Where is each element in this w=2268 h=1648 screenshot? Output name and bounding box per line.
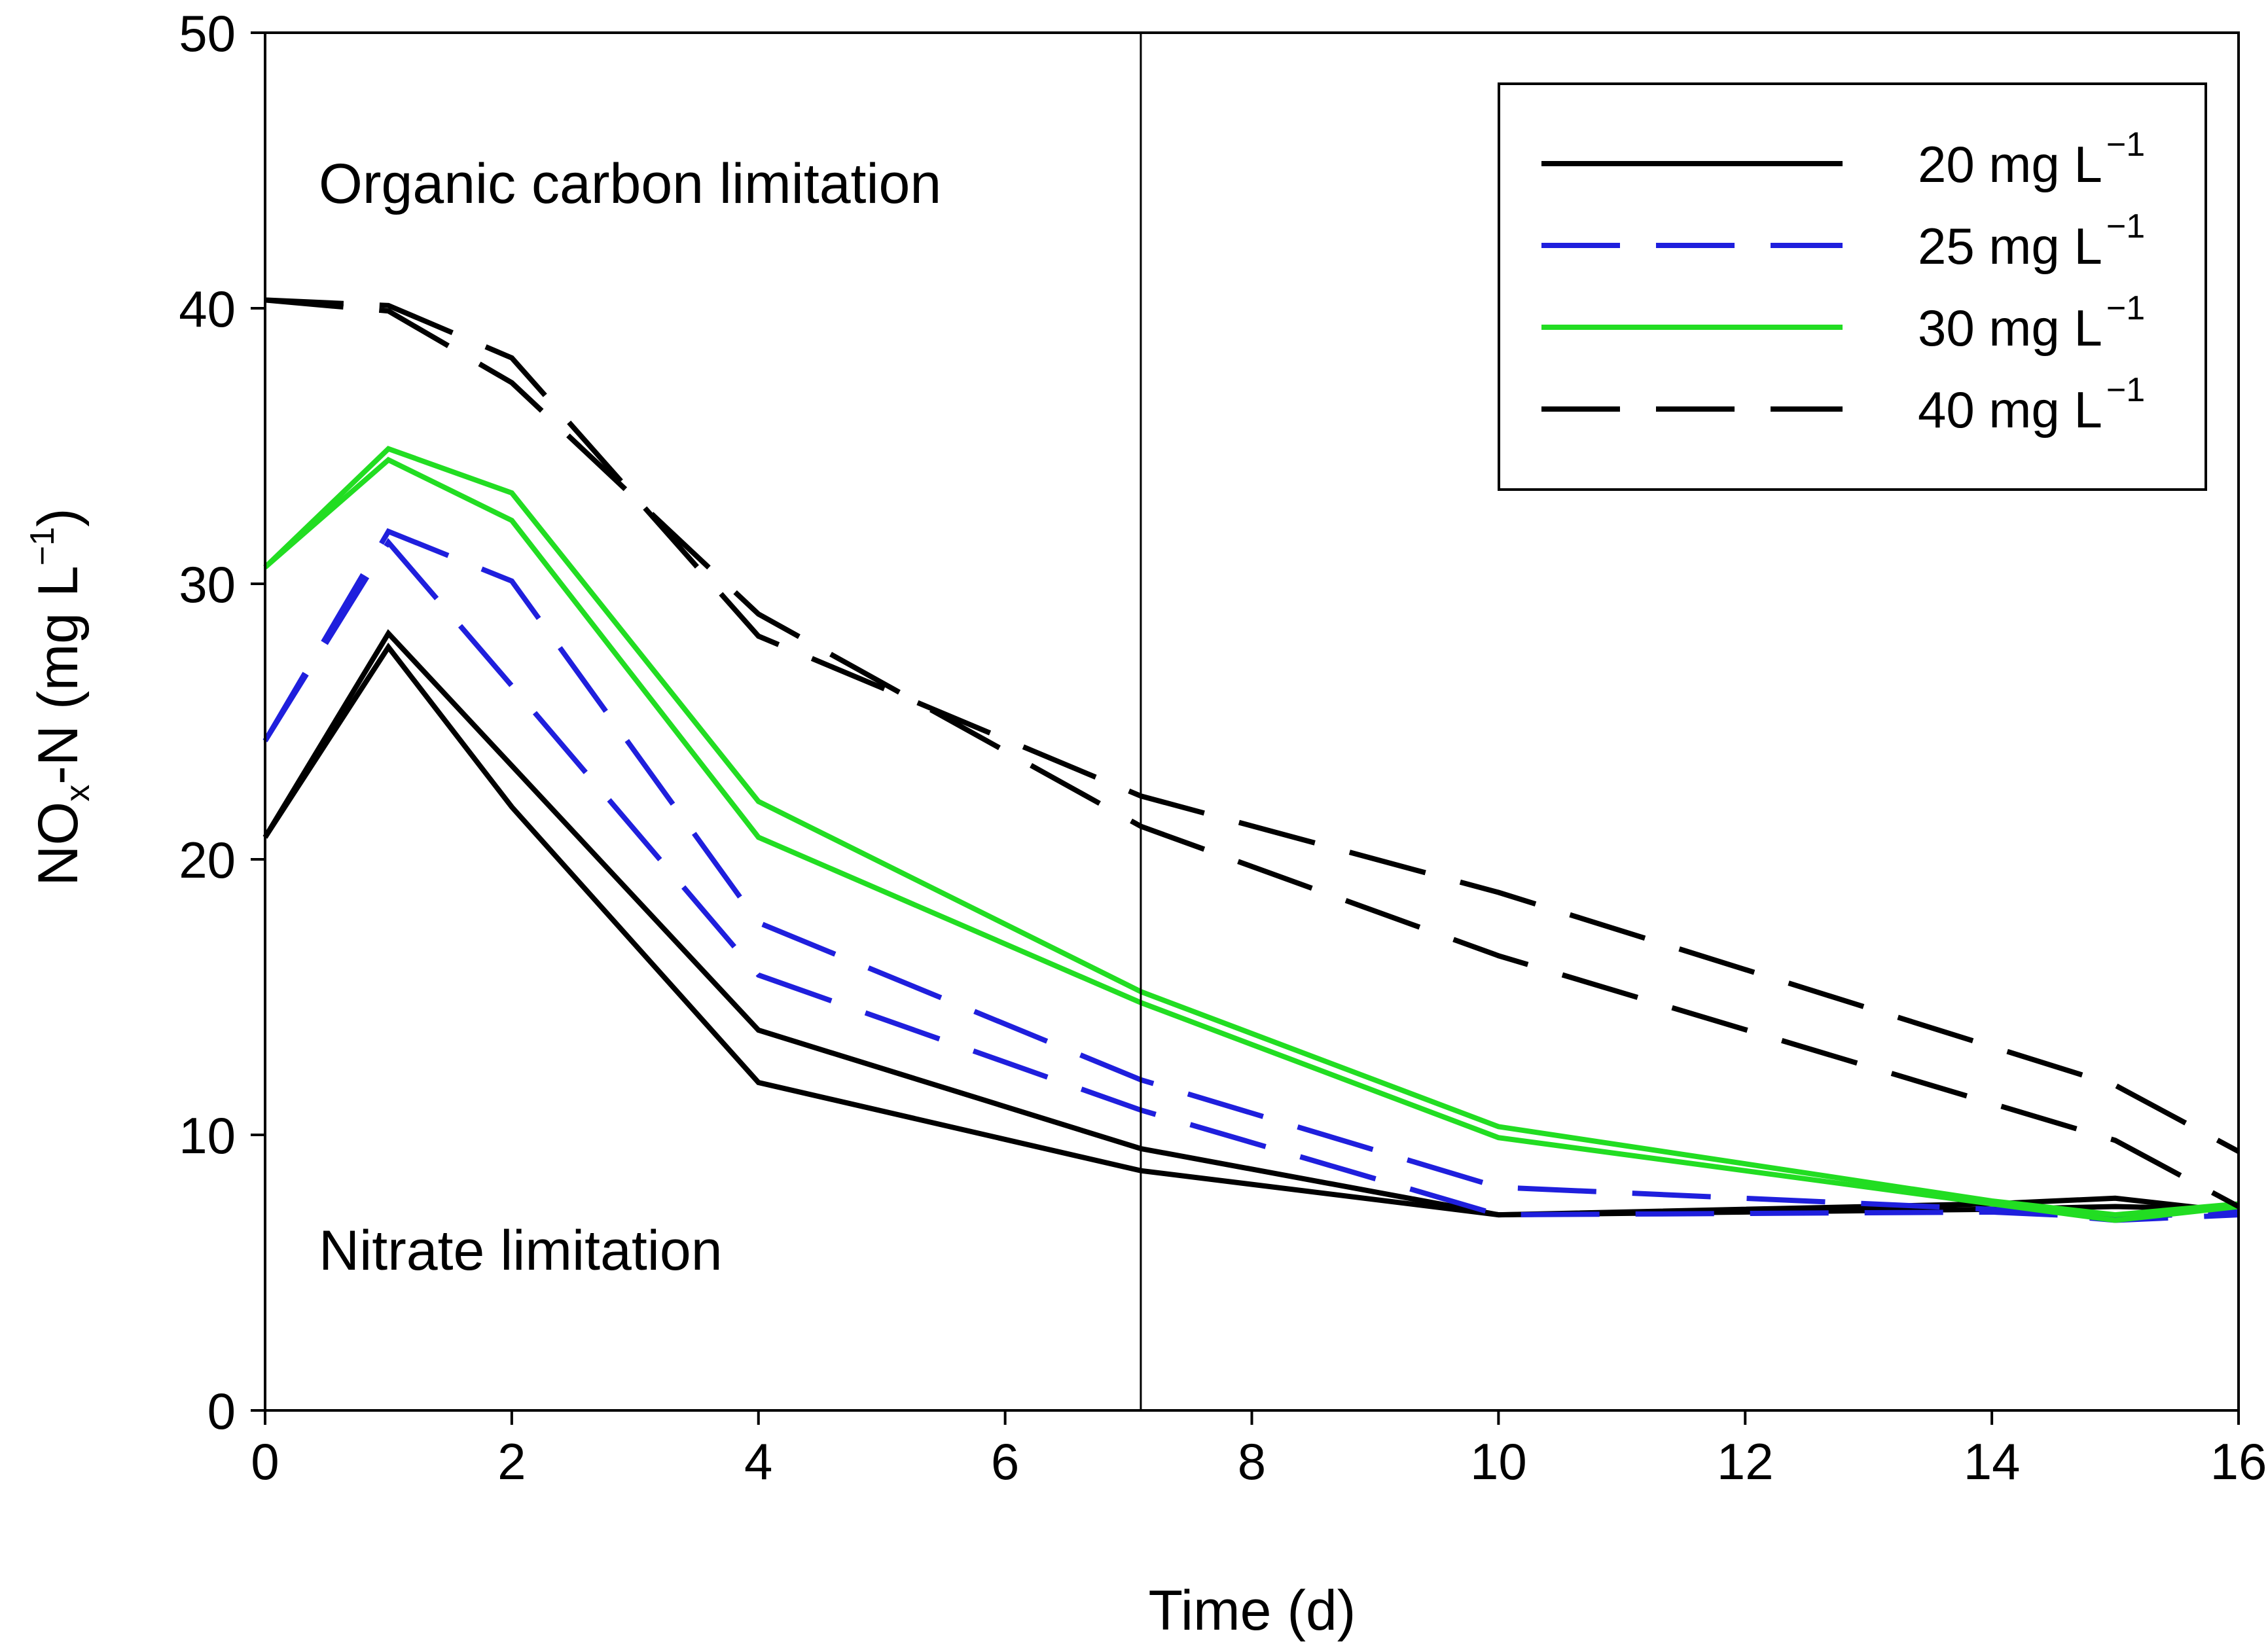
legend: 20 mg L −1 25 mg L −1 30 mg L −1 40 mg L −1 (1498, 82, 2207, 491)
legend-box (1498, 82, 2207, 491)
y-title-rest: -N (mg L (27, 565, 90, 784)
series-line (262, 538, 2239, 1221)
series-line (264, 297, 2240, 1209)
y-tick-label: 10 (179, 1107, 236, 1164)
legend-label: 30 mg L −1 (1918, 289, 2145, 357)
y-tick-label: 50 (179, 5, 236, 62)
y-tick-label: 40 (179, 280, 236, 338)
x-tick-label: 2 (497, 1433, 526, 1490)
series-line (262, 528, 2239, 1223)
svg-text:NOx-N (mg L−1): NOx-N (mg L−1) (24, 508, 97, 886)
x-tick-label: 6 (991, 1433, 1019, 1490)
axes (251, 31, 2240, 1425)
x-tick-label: 8 (1238, 1433, 1266, 1490)
tick-labels: 0 2 4 6 8 10 12 14 16 0 10 20 30 40 50 (179, 5, 2267, 1490)
legend-label: 40 mg L −1 (1918, 371, 2145, 439)
y-tick-label: 0 (207, 1382, 236, 1440)
y-tick-label: 30 (179, 556, 236, 613)
x-tick-label: 14 (1964, 1433, 2021, 1490)
annotation-lower: Nitrate limitation (319, 1219, 723, 1282)
x-tick-label: 16 (2210, 1433, 2267, 1490)
x-axis-title: Time (d) (1149, 1579, 1356, 1642)
legend-label: 25 mg L −1 (1918, 207, 2145, 275)
series-line (262, 629, 2239, 1218)
y-title-sup: −1 (24, 527, 62, 565)
x-tick-label: 10 (1470, 1433, 1527, 1490)
x-tick-label: 4 (744, 1433, 772, 1490)
y-title-close: ) (27, 508, 90, 527)
series-line (262, 642, 2239, 1218)
y-tick-label: 20 (179, 831, 236, 889)
x-tick-label: 12 (1717, 1433, 1774, 1490)
y-axis-title: NOx-N (mg L−1) (24, 508, 97, 886)
series-line (263, 446, 2239, 1218)
annotation-upper: Organic carbon limitation (319, 152, 941, 215)
series-line (263, 456, 2239, 1223)
y-title-sub: x (59, 785, 97, 802)
x-tick-label: 0 (251, 1433, 279, 1490)
legend-label: 20 mg L −1 (1918, 126, 2145, 193)
series-line (264, 297, 2240, 1154)
y-title-base: NO (27, 802, 90, 886)
